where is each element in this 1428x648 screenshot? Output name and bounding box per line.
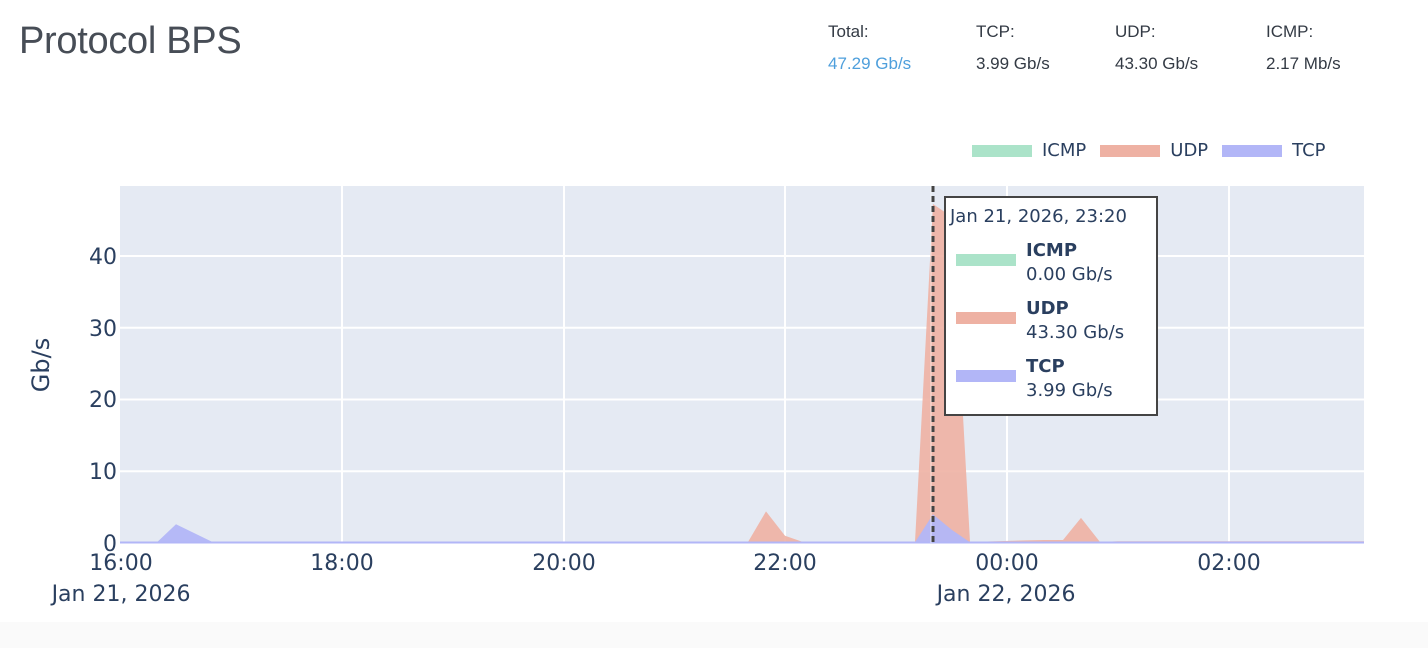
stat-total: Total: 47.29 Gb/s (828, 22, 976, 74)
y-tick-10: 10 (89, 460, 117, 485)
page-title: Protocol BPS (19, 20, 242, 62)
legend-swatch-tcp (1222, 144, 1283, 157)
legend-label-icmp: ICMP (1042, 140, 1087, 161)
stat-icmp-value: 2.17 Mb/s (1266, 54, 1341, 73)
tooltip-name-udp: UDP (1026, 298, 1069, 319)
tooltip-value-udp: 43.30 Gb/s (1026, 322, 1125, 343)
stat-total-value: 47.29 Gb/s (828, 54, 912, 73)
y-axis: 0 10 20 30 40 (89, 245, 117, 557)
plot-area[interactable] (120, 186, 1364, 543)
x-tick-2000: 20:00 (532, 551, 595, 576)
x-tick-1600-date: Jan 21, 2026 (50, 582, 191, 607)
x-tick-1600: 16:00 (89, 551, 152, 576)
legend-item-icmp[interactable]: ICMP (972, 140, 1086, 161)
x-tick-1800: 18:00 (310, 551, 373, 576)
tooltip-name-tcp: TCP (1026, 356, 1065, 377)
tooltip-value-tcp: 3.99 Gb/s (1026, 380, 1113, 401)
y-axis-title: Gb/s (27, 338, 55, 392)
stat-udp: UDP: 43.30 Gb/s (1115, 22, 1266, 74)
tooltip-swatch-tcp (956, 370, 1016, 382)
x-tick-0200: 02:00 (1197, 551, 1260, 576)
y-tick-30: 30 (89, 317, 117, 342)
legend-item-tcp[interactable]: TCP (1222, 140, 1326, 161)
tooltip-swatch-icmp (956, 254, 1016, 266)
x-axis: 16:00 Jan 21, 2026 18:00 20:00 22:00 00:… (50, 551, 1261, 607)
stat-udp-value: 43.30 Gb/s (1115, 54, 1199, 73)
x-tick-0000: 00:00 (975, 551, 1038, 576)
legend-item-udp[interactable]: UDP (1100, 140, 1208, 161)
tooltip-value-icmp: 0.00 Gb/s (1026, 264, 1113, 285)
tooltip-name-icmp: ICMP (1026, 240, 1078, 261)
y-tick-0: 0 (103, 532, 117, 557)
x-tick-0000-date: Jan 22, 2026 (935, 582, 1076, 607)
stat-icmp-label: ICMP: (1266, 22, 1314, 41)
hover-tooltip: Jan 21, 2026, 23:20 ICMP 0.00 Gb/s UDP 4… (944, 196, 1158, 416)
legend-swatch-icmp (972, 144, 1032, 157)
stats-summary: Total: 47.29 Gb/s TCP: 3.99 Gb/s UDP: 43… (828, 22, 1386, 74)
stat-total-label: Total: (828, 22, 869, 41)
legend-label-tcp: TCP (1292, 140, 1326, 161)
chart-legend: ICMP UDP TCP (972, 140, 1340, 161)
stat-udp-label: UDP: (1115, 22, 1156, 41)
footer-band (0, 622, 1428, 648)
y-tick-40: 40 (89, 245, 117, 270)
stat-tcp-value: 3.99 Gb/s (976, 54, 1050, 73)
y-tick-20: 20 (89, 388, 117, 413)
legend-swatch-udp (1100, 144, 1161, 157)
tooltip-date: Jan 21, 2026, 23:20 (950, 206, 1127, 227)
legend-label-udp: UDP (1170, 140, 1209, 161)
x-tick-2200: 22:00 (753, 551, 816, 576)
tooltip-swatch-udp (956, 312, 1016, 324)
stat-tcp-label: TCP: (976, 22, 1015, 41)
stat-icmp: ICMP: 2.17 Mb/s (1266, 22, 1386, 74)
stat-tcp: TCP: 3.99 Gb/s (976, 22, 1115, 74)
